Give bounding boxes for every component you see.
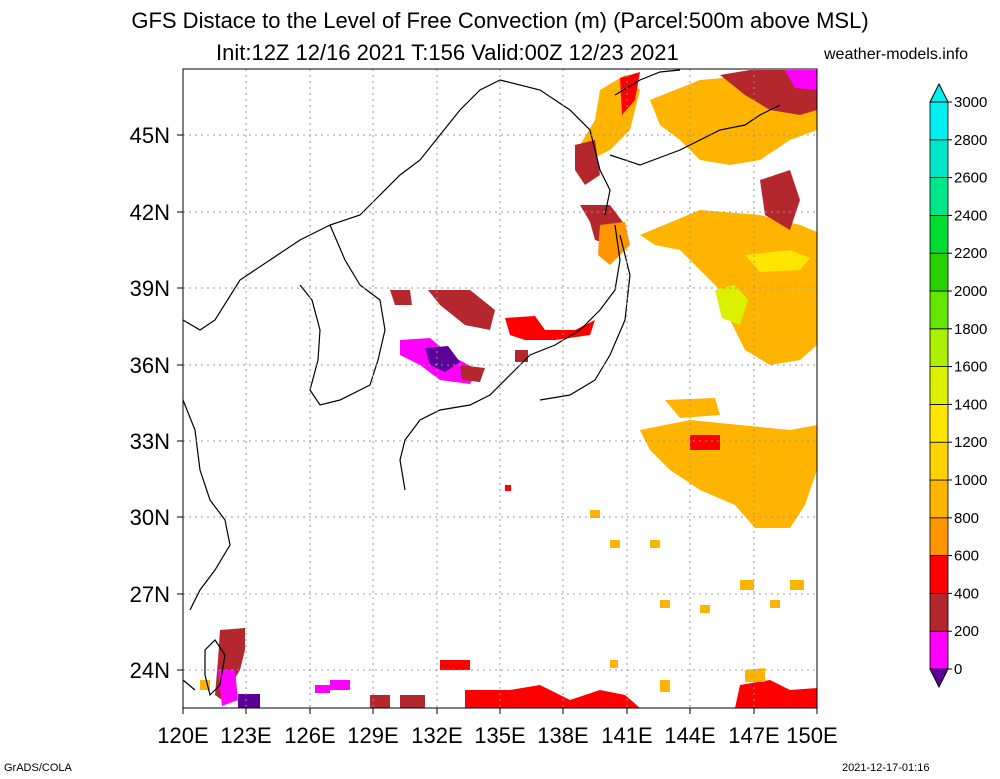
lon-labels: 120E 123E 126E 129E 132E 135E 138E 141E …: [157, 723, 837, 748]
lon-label-144e: 144E: [664, 723, 715, 748]
colorbar-band: [929, 366, 949, 405]
colorbar-label: 2800: [954, 132, 987, 149]
lon-label-141e: 141E: [601, 723, 652, 748]
lon-label-129e: 129E: [347, 723, 398, 748]
lon-label-150e: 150E: [786, 723, 837, 748]
colorbar-label: 2400: [954, 207, 987, 224]
map-title: GFS Distace to the Level of Free Convect…: [131, 8, 869, 33]
colorbar-band: [929, 593, 949, 632]
colorbar-label: 1800: [954, 321, 987, 338]
lat-label-39n: 39N: [130, 276, 170, 301]
colorbar-label: 1000: [954, 472, 987, 489]
colorbar-label: 1400: [954, 396, 987, 413]
colorbar-boxes: [929, 82, 949, 689]
footer-software-credit: GrADS/COLA: [4, 762, 72, 774]
colorbar-band: [929, 290, 949, 330]
map-panel: 24N 27N 30N 33N 36N 39N 42N 45N 120E 123…: [130, 68, 838, 748]
lon-label-123e: 123E: [220, 723, 271, 748]
lat-label-30n: 30N: [130, 505, 170, 530]
colorbar: 0 200 400 600 800 1000 1200 1400 1600 1800 2000 220…: [929, 82, 987, 689]
lon-label-147e: 147E: [728, 723, 779, 748]
lat-label-42n: 42N: [130, 200, 170, 225]
colorbar-label: 2200: [954, 245, 987, 262]
graticule: [183, 69, 817, 708]
lon-label-138e: 138E: [537, 723, 588, 748]
colorbar-band: [929, 441, 949, 481]
colorbar-band: [929, 555, 949, 594]
lon-label-126e: 126E: [284, 723, 335, 748]
colorbar-band: [929, 214, 949, 254]
lon-label-120e: 120E: [157, 723, 208, 748]
lon-label-132e: 132E: [411, 723, 462, 748]
colorbar-label: 0: [954, 661, 962, 678]
colorbar-label: 2000: [954, 283, 987, 300]
colorbar-band: [929, 328, 949, 367]
lat-labels: 24N 27N 30N 33N 36N 39N 42N 45N: [130, 123, 170, 683]
colorbar-label: 1600: [954, 359, 987, 376]
colorbar-max-arrow: [929, 82, 949, 103]
colorbar-band: [929, 479, 949, 519]
colorbar-label: 200: [954, 623, 979, 640]
footer-timestamp: 2021-12-17-01:16: [842, 762, 930, 774]
colorbar-min-arrow: [929, 668, 949, 689]
colorbar-label: 1200: [954, 434, 987, 451]
colorbar-label: 2600: [954, 170, 987, 187]
lat-label-45n: 45N: [130, 123, 170, 148]
lat-label-36n: 36N: [130, 353, 170, 378]
site-credit: weather-models.info: [824, 46, 969, 63]
lat-label-24n: 24N: [130, 658, 170, 683]
colorbar-band: [929, 139, 949, 179]
coastlines: [182, 69, 781, 697]
colorbar-label: 3000: [954, 94, 987, 111]
colorbar-band: [929, 403, 949, 443]
colorbar-band: [929, 252, 949, 292]
colorbar-band: [929, 101, 949, 141]
colorbar-band: [929, 177, 949, 216]
lat-label-33n: 33N: [130, 429, 170, 454]
colorbar-band: [929, 517, 949, 556]
colorbar-label: 400: [954, 585, 979, 602]
map-subtitle: Init:12Z 12/16 2021 T:156 Valid:00Z 12/2…: [216, 40, 679, 65]
colorbar-label: 600: [954, 548, 979, 565]
tick-marks: [177, 134, 818, 714]
field-patches: [200, 70, 817, 708]
lon-label-135e: 135E: [474, 723, 525, 748]
colorbar-band: [929, 630, 949, 670]
colorbar-labels: 0 200 400 600 800 1000 1200 1400 1600 1800 2000 220…: [948, 94, 987, 678]
colorbar-label: 800: [954, 510, 979, 527]
lat-label-27n: 27N: [130, 582, 170, 607]
